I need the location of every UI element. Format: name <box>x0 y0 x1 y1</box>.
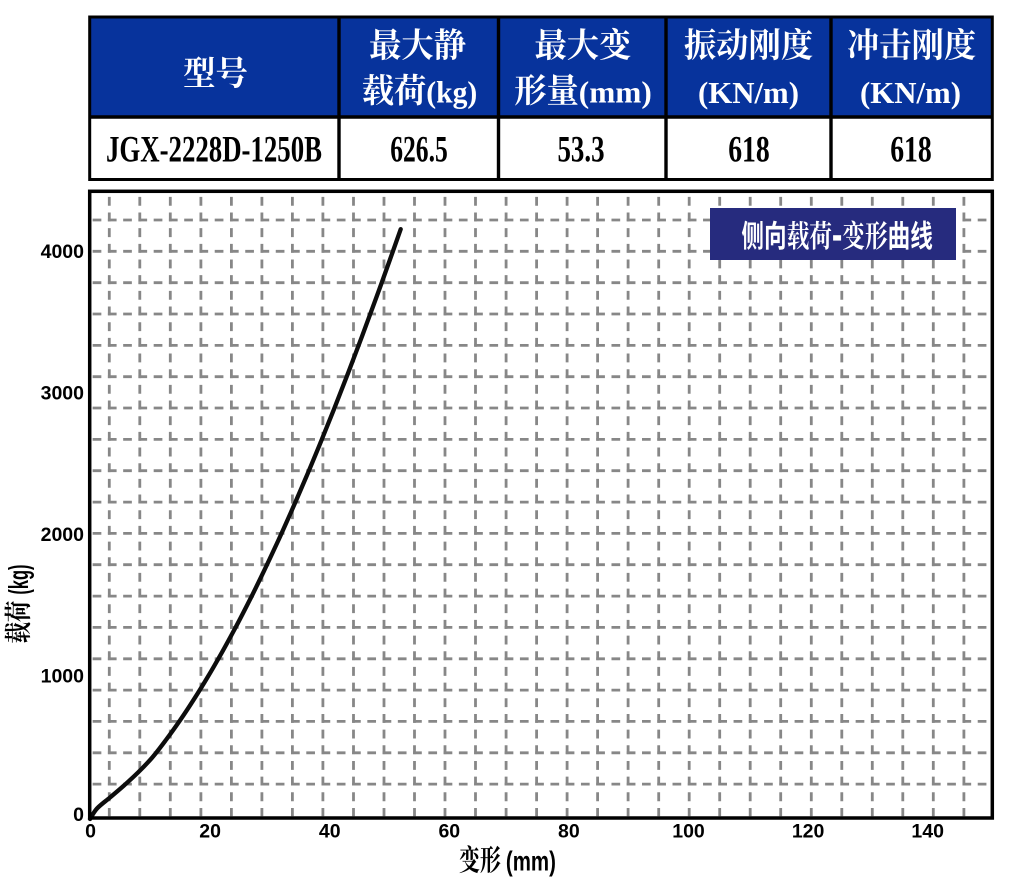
svg-text:JGX-2228D-1250B: JGX-2228D-1250B <box>106 130 322 171</box>
svg-text:100: 100 <box>672 821 705 843</box>
svg-text:626.5: 626.5 <box>390 130 448 171</box>
svg-text:0: 0 <box>73 804 84 826</box>
svg-text:80: 80 <box>558 821 580 843</box>
svg-text:618: 618 <box>728 130 770 171</box>
svg-text:0: 0 <box>85 821 96 843</box>
svg-text:(mm): (mm) <box>506 846 556 877</box>
svg-text:140: 140 <box>911 821 944 843</box>
svg-text:2000: 2000 <box>41 524 85 546</box>
svg-text:(kg): (kg) <box>426 75 477 110</box>
svg-text:53.3: 53.3 <box>558 130 605 171</box>
svg-text:618: 618 <box>890 130 932 171</box>
svg-text:4000: 4000 <box>41 241 85 263</box>
svg-text:(kg): (kg) <box>3 565 34 595</box>
svg-text:120: 120 <box>792 821 825 843</box>
svg-text:1000: 1000 <box>41 665 85 687</box>
svg-text:3000: 3000 <box>41 382 85 404</box>
svg-text:(mm): (mm) <box>579 75 652 110</box>
svg-text:20: 20 <box>199 821 221 843</box>
svg-text:(KN/m): (KN/m) <box>860 75 961 110</box>
svg-text:(KN/m): (KN/m) <box>698 75 799 110</box>
svg-text:40: 40 <box>319 821 341 843</box>
svg-text:60: 60 <box>438 821 460 843</box>
